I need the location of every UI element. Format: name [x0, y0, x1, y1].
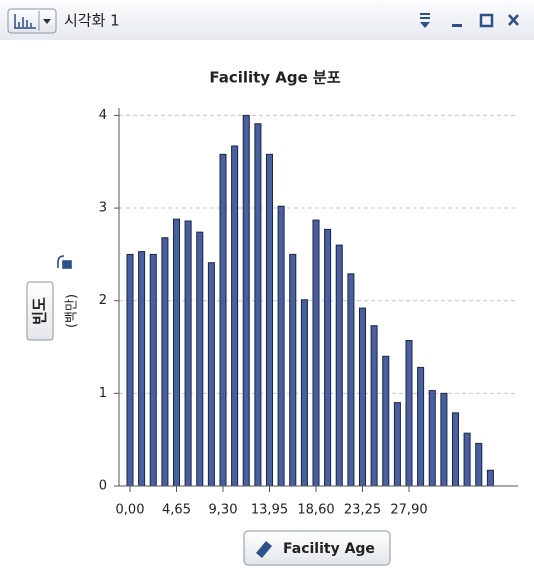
bar: [405, 340, 413, 487]
bar: [393, 402, 401, 487]
x-tick-label: 27,90: [390, 503, 427, 518]
chart-icon: [14, 14, 36, 29]
menu-button[interactable]: [420, 13, 430, 28]
y-tick-label: 0: [99, 479, 107, 494]
x-tick-label: 18,60: [297, 503, 334, 518]
bar: [242, 114, 250, 487]
x-axis-button[interactable]: [243, 530, 391, 566]
chart-type-button[interactable]: [7, 8, 57, 34]
bar: [335, 244, 343, 487]
bar: [417, 366, 425, 487]
bar: [475, 442, 483, 487]
bar: [254, 123, 262, 487]
bar: [149, 253, 157, 487]
measure-icon: [256, 541, 272, 558]
y-tick-label: 3: [99, 201, 107, 216]
bar: [207, 262, 215, 487]
chart-title: Facility Age 분포: [209, 69, 341, 87]
bar: [440, 392, 448, 487]
bar: [196, 231, 204, 487]
bar: [126, 253, 134, 487]
bar: [451, 412, 460, 487]
x-tick-label: 13,95: [251, 503, 288, 518]
y-axis-label: 빈도: [31, 297, 49, 325]
bar: [370, 325, 378, 487]
bar: [486, 469, 494, 487]
bar: [358, 307, 367, 487]
dropdown-arrow: [43, 19, 51, 24]
lock-icon: [57, 255, 72, 269]
x-tick-label: 23,25: [344, 503, 381, 518]
bar: [289, 253, 297, 487]
title-bar: [0, 0, 534, 40]
window-title: 시각화 1: [64, 12, 120, 30]
bar: [382, 355, 390, 487]
bar: [324, 228, 332, 487]
x-axis-label: Facility Age: [283, 541, 375, 557]
bar: [300, 299, 308, 487]
bar: [184, 220, 192, 487]
bar: [347, 273, 355, 487]
minimize-button[interactable]: [452, 24, 462, 27]
maximize-button[interactable]: [479, 13, 494, 28]
x-tick-label: 0,00: [116, 503, 145, 518]
bar: [312, 219, 320, 487]
bar: [265, 153, 274, 487]
bar: [277, 205, 285, 487]
bar: [161, 237, 169, 487]
y-tick-label: 2: [99, 293, 107, 308]
y-tick-label: 4: [99, 108, 107, 123]
bar: [219, 153, 227, 487]
x-tick-label: 4,65: [162, 503, 191, 518]
bar: [231, 145, 239, 487]
bar: [463, 432, 471, 487]
y-tick-label: 1: [99, 386, 107, 401]
y-axis-button[interactable]: [26, 281, 54, 341]
y-axis-unit: (백만): [65, 294, 80, 328]
close-button[interactable]: [508, 14, 519, 26]
x-tick-label: 9,30: [209, 503, 238, 518]
bar: [138, 251, 146, 487]
bar: [428, 390, 436, 487]
bar: [172, 218, 181, 487]
